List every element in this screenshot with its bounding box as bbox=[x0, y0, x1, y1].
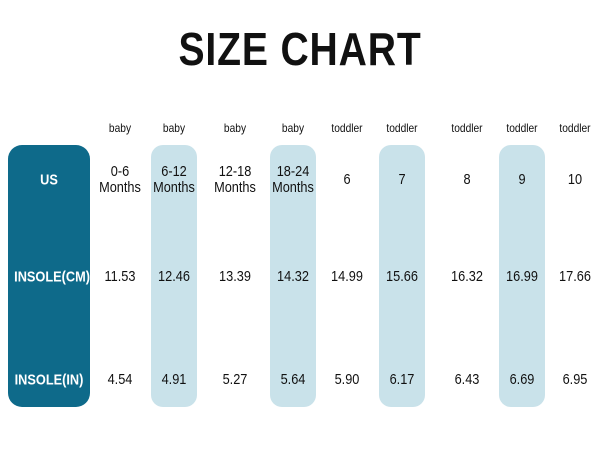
cell-insole-cm: 15.66 bbox=[386, 268, 418, 285]
group-label: toddler bbox=[386, 121, 418, 135]
cell-insole-in: 5.27 bbox=[222, 371, 248, 388]
cell-insole-cm: 11.53 bbox=[104, 268, 136, 285]
cell-insole-cm: 14.32 bbox=[277, 268, 309, 285]
group-label: toddler bbox=[506, 121, 538, 135]
cell-us: 12-18 Months bbox=[214, 163, 256, 196]
cell-insole-cm: 13.39 bbox=[219, 268, 251, 285]
cell-insole-in: 6.43 bbox=[454, 371, 480, 388]
cell-us: 9 bbox=[518, 171, 526, 188]
cell-insole-in: 6.95 bbox=[562, 371, 588, 388]
cell-us: 10 bbox=[567, 171, 583, 188]
cell-us: 6-12 Months bbox=[153, 163, 195, 196]
cell-us: 7 bbox=[398, 171, 406, 188]
column-highlight bbox=[270, 145, 316, 407]
cell-insole-in: 5.90 bbox=[334, 371, 360, 388]
title: SIZE CHART bbox=[178, 23, 422, 75]
cell-us: 8 bbox=[463, 171, 471, 188]
cell-us: 18-24 Months bbox=[272, 163, 314, 196]
row-header: US bbox=[40, 171, 58, 189]
column-highlight bbox=[151, 145, 197, 407]
cell-insole-cm: 16.32 bbox=[451, 268, 483, 285]
cell-us: 0-6 Months bbox=[99, 163, 141, 196]
cell-insole-in: 6.17 bbox=[389, 371, 415, 388]
group-label: toddler bbox=[451, 121, 483, 135]
cell-insole-in: 4.91 bbox=[161, 371, 187, 388]
group-label: toddler bbox=[559, 121, 591, 135]
cell-insole-cm: 16.99 bbox=[506, 268, 538, 285]
cell-insole-cm: 17.66 bbox=[559, 268, 591, 285]
group-label: toddler bbox=[331, 121, 363, 135]
group-label: baby bbox=[162, 121, 186, 135]
cell-insole-in: 5.64 bbox=[280, 371, 306, 388]
cell-insole-cm: 14.99 bbox=[331, 268, 363, 285]
group-label: baby bbox=[223, 121, 247, 135]
cell-us: 6 bbox=[343, 171, 351, 188]
cell-insole-in: 4.54 bbox=[107, 371, 133, 388]
row-header: INSOLE(CM) bbox=[14, 268, 90, 286]
row-header-panel bbox=[8, 145, 90, 407]
group-label: baby bbox=[108, 121, 132, 135]
group-label: baby bbox=[281, 121, 305, 135]
cell-insole-cm: 12.46 bbox=[158, 268, 190, 285]
row-header: INSOLE(IN) bbox=[14, 371, 84, 389]
column-highlight bbox=[379, 145, 425, 407]
cell-insole-in: 6.69 bbox=[509, 371, 535, 388]
column-highlight bbox=[499, 145, 545, 407]
